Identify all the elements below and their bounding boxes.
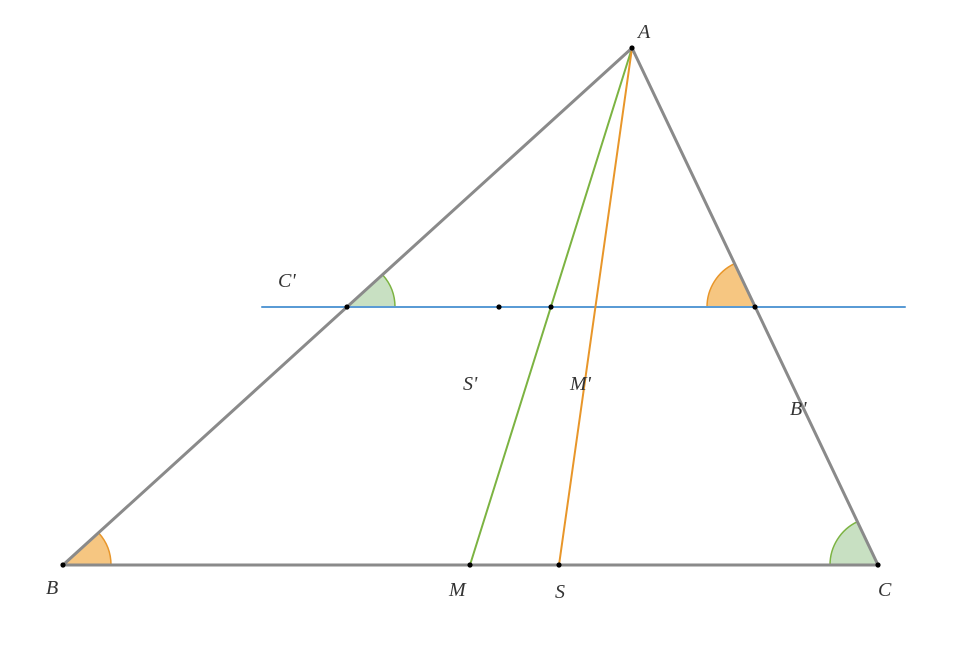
point-B [60, 562, 65, 567]
label-B-prime: B' [790, 398, 807, 420]
angle-B-prime [707, 264, 755, 307]
label-C-prime: C' [278, 270, 296, 292]
point-B-prime [752, 304, 757, 309]
angle-C [830, 522, 878, 565]
label-S: S [555, 581, 565, 603]
label-C: C [878, 579, 892, 601]
point-A [629, 45, 634, 50]
point-S [556, 562, 561, 567]
point-C-prime [344, 304, 349, 309]
point-M-prime [548, 304, 553, 309]
point-C [875, 562, 880, 567]
point-S-prime [496, 304, 501, 309]
label-M: M [448, 579, 467, 601]
point-M [467, 562, 472, 567]
label-B: B [46, 577, 58, 599]
label-M-prime: M' [569, 373, 592, 395]
label-A: A [636, 21, 651, 43]
label-S-prime: S' [463, 373, 478, 395]
